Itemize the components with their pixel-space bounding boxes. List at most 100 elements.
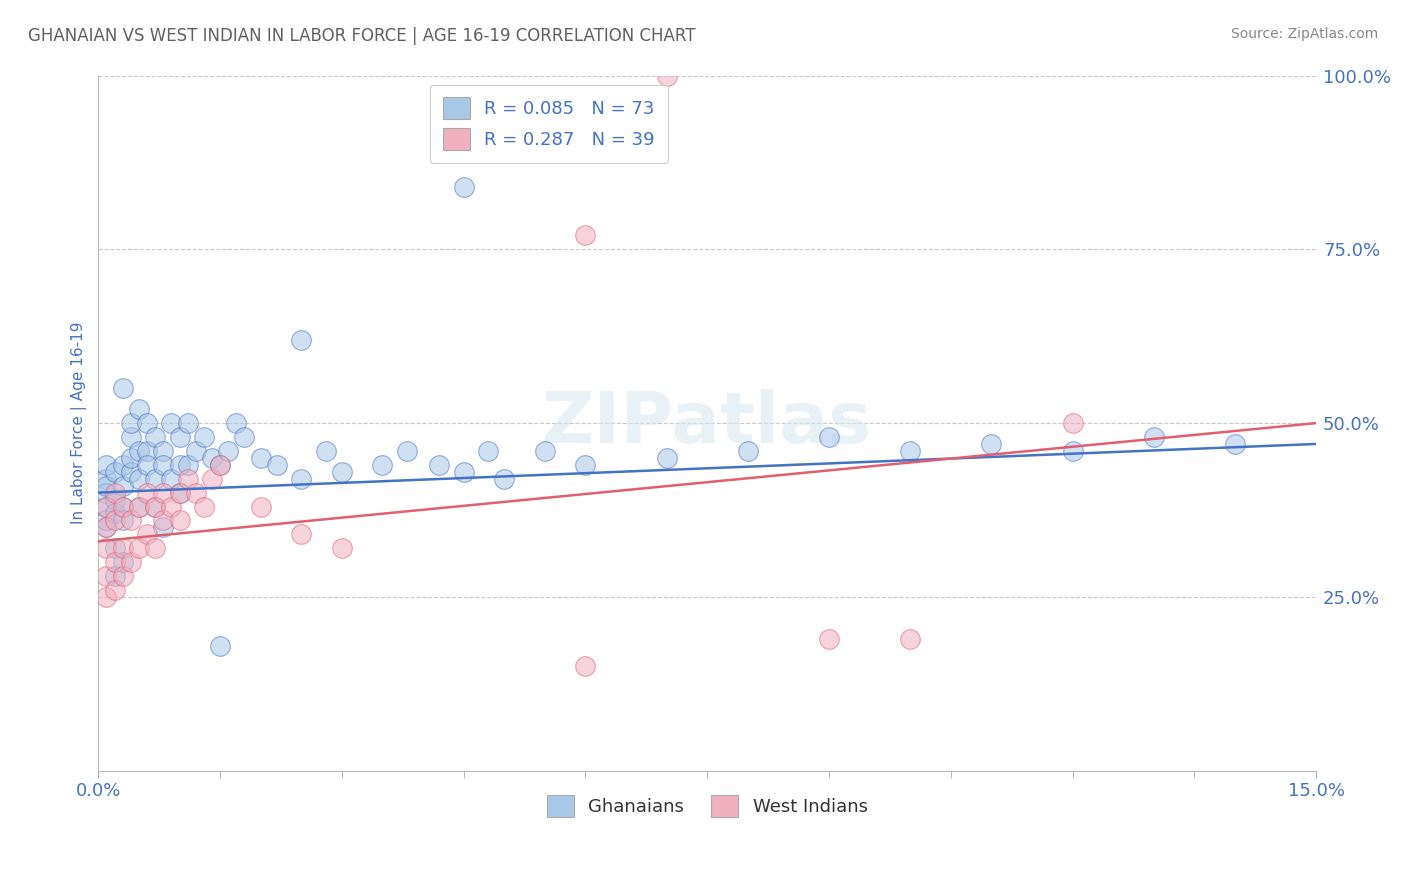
Point xyxy=(103,582,125,597)
Point xyxy=(143,500,166,514)
Point xyxy=(574,458,596,472)
Point xyxy=(143,541,166,556)
Point xyxy=(184,485,207,500)
Point xyxy=(574,228,596,243)
Point xyxy=(1062,416,1084,430)
Point xyxy=(103,555,125,569)
Point xyxy=(737,444,759,458)
Point xyxy=(111,478,134,492)
Point xyxy=(818,632,841,646)
Point xyxy=(96,569,118,583)
Point xyxy=(176,416,198,430)
Point xyxy=(494,472,516,486)
Point xyxy=(152,513,174,527)
Point xyxy=(209,458,232,472)
Point xyxy=(1223,437,1246,451)
Point xyxy=(136,527,159,541)
Point xyxy=(128,541,150,556)
Point xyxy=(152,458,174,472)
Point xyxy=(330,465,353,479)
Point xyxy=(898,632,921,646)
Point xyxy=(201,472,224,486)
Point xyxy=(120,416,142,430)
Point xyxy=(290,472,312,486)
Point xyxy=(169,485,191,500)
Point xyxy=(169,458,191,472)
Legend: Ghanaians, West Indians: Ghanaians, West Indians xyxy=(540,788,875,824)
Point xyxy=(103,485,125,500)
Point xyxy=(193,430,215,444)
Point xyxy=(453,465,475,479)
Point xyxy=(290,527,312,541)
Point xyxy=(120,555,142,569)
Point xyxy=(169,485,191,500)
Point xyxy=(96,500,118,514)
Point xyxy=(980,437,1002,451)
Point xyxy=(818,430,841,444)
Point xyxy=(111,458,134,472)
Point xyxy=(152,520,174,534)
Point xyxy=(169,513,191,527)
Point xyxy=(128,444,150,458)
Point xyxy=(96,520,118,534)
Point xyxy=(120,465,142,479)
Point xyxy=(453,179,475,194)
Point xyxy=(111,569,134,583)
Point xyxy=(111,500,134,514)
Point xyxy=(103,541,125,556)
Point xyxy=(136,485,159,500)
Point xyxy=(193,500,215,514)
Point xyxy=(111,541,134,556)
Point xyxy=(96,520,118,534)
Point xyxy=(176,458,198,472)
Point xyxy=(111,381,134,395)
Point xyxy=(371,458,394,472)
Y-axis label: In Labor Force | Age 16-19: In Labor Force | Age 16-19 xyxy=(72,322,87,524)
Point xyxy=(534,444,557,458)
Point xyxy=(96,478,118,492)
Point xyxy=(136,416,159,430)
Point xyxy=(160,416,183,430)
Point xyxy=(152,444,174,458)
Point xyxy=(330,541,353,556)
Point xyxy=(143,500,166,514)
Point xyxy=(128,402,150,417)
Point xyxy=(120,513,142,527)
Point xyxy=(266,458,288,472)
Text: GHANAIAN VS WEST INDIAN IN LABOR FORCE | AGE 16-19 CORRELATION CHART: GHANAIAN VS WEST INDIAN IN LABOR FORCE |… xyxy=(28,27,696,45)
Point xyxy=(143,472,166,486)
Point xyxy=(128,472,150,486)
Point xyxy=(136,458,159,472)
Point xyxy=(176,472,198,486)
Point xyxy=(152,485,174,500)
Point xyxy=(111,500,134,514)
Point xyxy=(1143,430,1166,444)
Point xyxy=(315,444,337,458)
Point xyxy=(120,450,142,465)
Point xyxy=(184,444,207,458)
Point xyxy=(143,430,166,444)
Point xyxy=(655,450,678,465)
Point xyxy=(169,430,191,444)
Point xyxy=(96,513,118,527)
Point xyxy=(103,507,125,521)
Point xyxy=(249,450,271,465)
Point xyxy=(209,458,232,472)
Point xyxy=(128,500,150,514)
Point xyxy=(209,639,232,653)
Point xyxy=(395,444,418,458)
Point xyxy=(477,444,499,458)
Point xyxy=(655,69,678,83)
Point xyxy=(1062,444,1084,458)
Text: ZIPatlas: ZIPatlas xyxy=(543,389,872,458)
Text: Source: ZipAtlas.com: Source: ZipAtlas.com xyxy=(1230,27,1378,41)
Point xyxy=(160,472,183,486)
Point xyxy=(103,492,125,507)
Point xyxy=(96,500,118,514)
Point xyxy=(136,444,159,458)
Point xyxy=(96,541,118,556)
Point xyxy=(111,555,134,569)
Point xyxy=(120,430,142,444)
Point xyxy=(574,659,596,673)
Point xyxy=(290,333,312,347)
